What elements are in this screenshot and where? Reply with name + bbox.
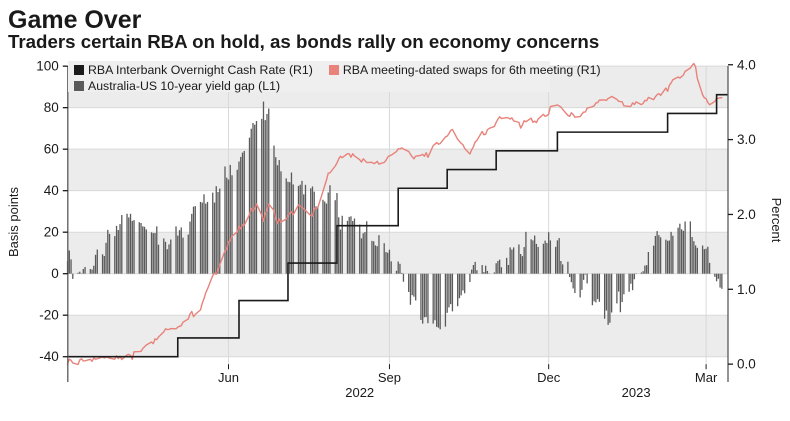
svg-text:40: 40 bbox=[44, 183, 59, 198]
svg-text:-40: -40 bbox=[39, 349, 59, 364]
svg-text:0.0: 0.0 bbox=[737, 357, 756, 372]
svg-text:80: 80 bbox=[44, 100, 59, 115]
svg-text:3.0: 3.0 bbox=[737, 132, 756, 147]
svg-text:0: 0 bbox=[51, 266, 59, 281]
svg-text:-20: -20 bbox=[39, 308, 59, 323]
svg-text:Jun: Jun bbox=[218, 370, 239, 385]
svg-text:1.0: 1.0 bbox=[737, 282, 756, 297]
svg-text:2023: 2023 bbox=[622, 385, 651, 400]
svg-text:2.0: 2.0 bbox=[737, 207, 756, 222]
svg-text:Dec: Dec bbox=[537, 370, 561, 385]
svg-text:Sep: Sep bbox=[378, 370, 401, 385]
svg-text:2022: 2022 bbox=[345, 385, 374, 400]
svg-text:100: 100 bbox=[36, 59, 59, 74]
svg-text:4.0: 4.0 bbox=[737, 57, 756, 72]
svg-text:20: 20 bbox=[44, 225, 59, 240]
svg-text:60: 60 bbox=[44, 142, 59, 157]
svg-text:Mar: Mar bbox=[695, 370, 718, 385]
